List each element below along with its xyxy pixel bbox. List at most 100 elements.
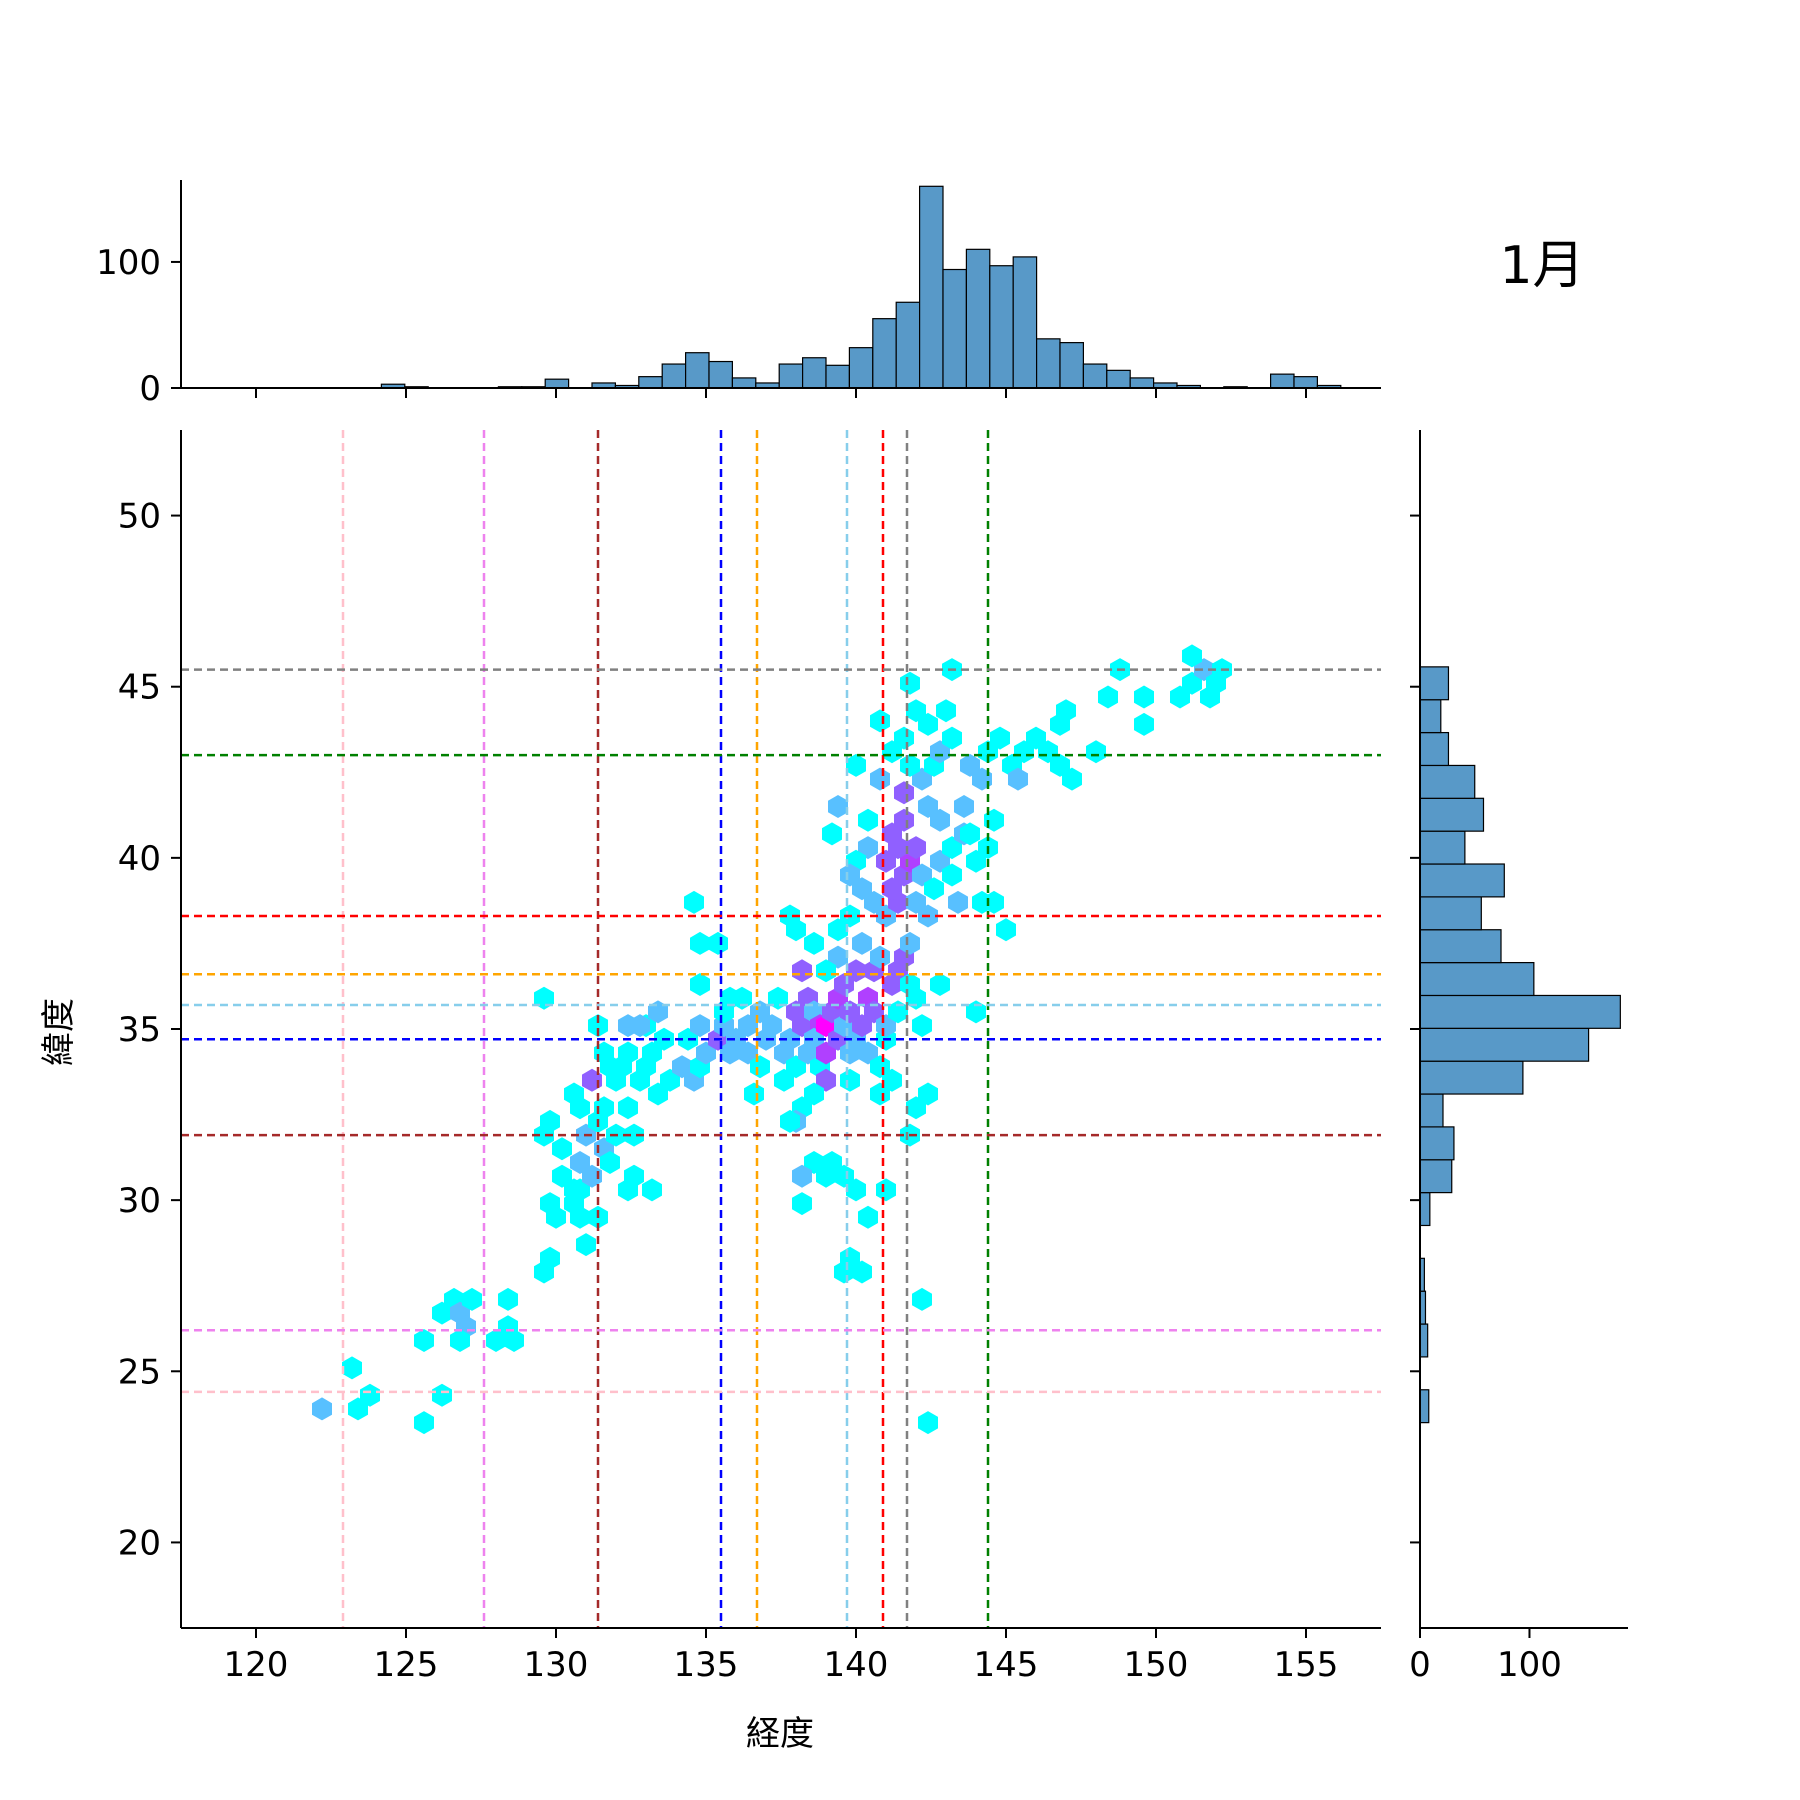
hexbin-cell bbox=[870, 945, 890, 969]
histogram-bar bbox=[1419, 764, 1476, 799]
y-tick-label: 50 bbox=[118, 497, 161, 537]
hexbin-cell bbox=[624, 1164, 644, 1188]
hexbin-cell bbox=[570, 1205, 590, 1229]
hexbin-cell bbox=[906, 699, 926, 723]
hexbin-cell bbox=[780, 1109, 800, 1133]
hexbin-cell bbox=[1194, 658, 1214, 682]
hexbin-cell bbox=[1134, 685, 1154, 709]
hexbin-cell bbox=[498, 1315, 518, 1339]
hexbin-cell bbox=[462, 1287, 482, 1311]
hexbin-cell bbox=[792, 1192, 812, 1216]
histogram-bar bbox=[1269, 373, 1295, 389]
hexbin-cell bbox=[1086, 740, 1106, 764]
hexbin-cell bbox=[918, 1082, 938, 1106]
histogram-bar bbox=[1129, 377, 1155, 389]
hexbin-cell bbox=[906, 890, 926, 914]
histogram-bar bbox=[801, 357, 827, 389]
hexbin-cell bbox=[882, 822, 902, 846]
hexbin-cell bbox=[312, 1397, 332, 1421]
hexbin-cell bbox=[744, 1082, 764, 1106]
hexbin-cell bbox=[738, 1041, 758, 1065]
hexbin-cell bbox=[576, 1233, 596, 1257]
hexbin-cell bbox=[1182, 671, 1202, 695]
histogram-bar bbox=[1419, 699, 1442, 734]
histogram-bar bbox=[1419, 666, 1450, 701]
histogram-bar bbox=[778, 363, 804, 389]
hexbin-cell bbox=[762, 1014, 782, 1038]
hexbin-cell bbox=[552, 1164, 572, 1188]
hexbin-cell bbox=[570, 1151, 590, 1174]
histogram-bar bbox=[1419, 1323, 1429, 1358]
hexbin-cell bbox=[846, 1178, 866, 1202]
x-tick-label: 140 bbox=[824, 1645, 889, 1685]
hexbin-cell bbox=[858, 836, 878, 860]
hexbin-cell bbox=[834, 1260, 854, 1284]
histogram-bar bbox=[661, 363, 687, 389]
hexbin-cell bbox=[852, 877, 872, 901]
hexbin-cell bbox=[1098, 685, 1118, 709]
hexbin-cell bbox=[804, 931, 824, 955]
hexbin-cell bbox=[450, 1329, 470, 1352]
hexbin-cell bbox=[582, 1164, 602, 1188]
hexbin-cell bbox=[630, 1014, 650, 1038]
x-tick-label: 130 bbox=[524, 1645, 589, 1685]
hexbin-cell bbox=[360, 1383, 380, 1407]
hexbin-cell bbox=[540, 1246, 560, 1270]
hexbin-cell bbox=[822, 1151, 842, 1174]
hexbin-cell bbox=[564, 1178, 584, 1202]
histogram-bar bbox=[1082, 363, 1108, 389]
x-tick-label: 150 bbox=[1124, 1645, 1189, 1685]
hexbin-cell bbox=[852, 1260, 872, 1284]
hexbin-cell bbox=[894, 781, 914, 805]
hexbin-cell bbox=[540, 1109, 560, 1133]
histogram-bar bbox=[895, 301, 921, 389]
chart-title: 1月 bbox=[1499, 236, 1584, 296]
hexbin-cell bbox=[894, 726, 914, 750]
hexbin-cell bbox=[912, 767, 932, 791]
hexbin-cell bbox=[690, 1014, 710, 1038]
hexbin-cell bbox=[858, 1041, 878, 1065]
hexbin-cell bbox=[966, 849, 986, 873]
hexbin-cell bbox=[486, 1329, 506, 1352]
histogram-bar bbox=[1419, 830, 1466, 865]
hexbin-cell bbox=[882, 1068, 902, 1092]
hexbin-cell bbox=[834, 973, 854, 996]
hexbin-cell bbox=[828, 795, 848, 818]
histogram-bar bbox=[1419, 797, 1485, 832]
histogram-bar bbox=[1419, 961, 1535, 997]
hexbin-cell bbox=[942, 726, 962, 750]
histogram-bar bbox=[1419, 896, 1482, 931]
hexbin-cell bbox=[948, 890, 968, 914]
hexbin-cell bbox=[432, 1301, 452, 1325]
hexbin-cell bbox=[1056, 699, 1076, 723]
hexbin-cell bbox=[546, 1205, 566, 1229]
hexbin-cell bbox=[1182, 644, 1202, 668]
hexbin-cell bbox=[978, 740, 998, 764]
histogram-bar bbox=[1419, 1126, 1455, 1161]
hexbin-cell bbox=[816, 1068, 836, 1092]
hexbin-cell bbox=[414, 1411, 434, 1435]
histogram-bar bbox=[848, 347, 874, 389]
x-tick-label: 155 bbox=[1274, 1645, 1339, 1685]
histogram-bar bbox=[544, 378, 570, 389]
top-hist-y-tick-label: 0 bbox=[139, 369, 161, 409]
hexbin-cell bbox=[642, 1041, 662, 1065]
hexbin-cell bbox=[624, 1123, 644, 1147]
y-tick-label: 20 bbox=[118, 1523, 161, 1563]
hexbin-cell bbox=[588, 1014, 608, 1038]
histogram-bar bbox=[1419, 1060, 1524, 1095]
hexbin-cell bbox=[618, 1096, 638, 1120]
x-tick-label: 120 bbox=[224, 1645, 289, 1685]
right-hist-x-tick-label: 0 bbox=[1409, 1645, 1431, 1685]
hexbin-cell bbox=[936, 699, 956, 723]
hexbin-cell bbox=[918, 795, 938, 818]
hexbin-cell bbox=[840, 1068, 860, 1092]
hexbin-cell bbox=[924, 877, 944, 901]
hexbin-cell bbox=[930, 973, 950, 996]
hexbin-cell bbox=[726, 1027, 746, 1051]
histogram-bar bbox=[1419, 1159, 1453, 1194]
hexbin-cell bbox=[816, 959, 836, 983]
hexbin-cell bbox=[894, 808, 914, 832]
hexbin-cell bbox=[1170, 685, 1190, 709]
